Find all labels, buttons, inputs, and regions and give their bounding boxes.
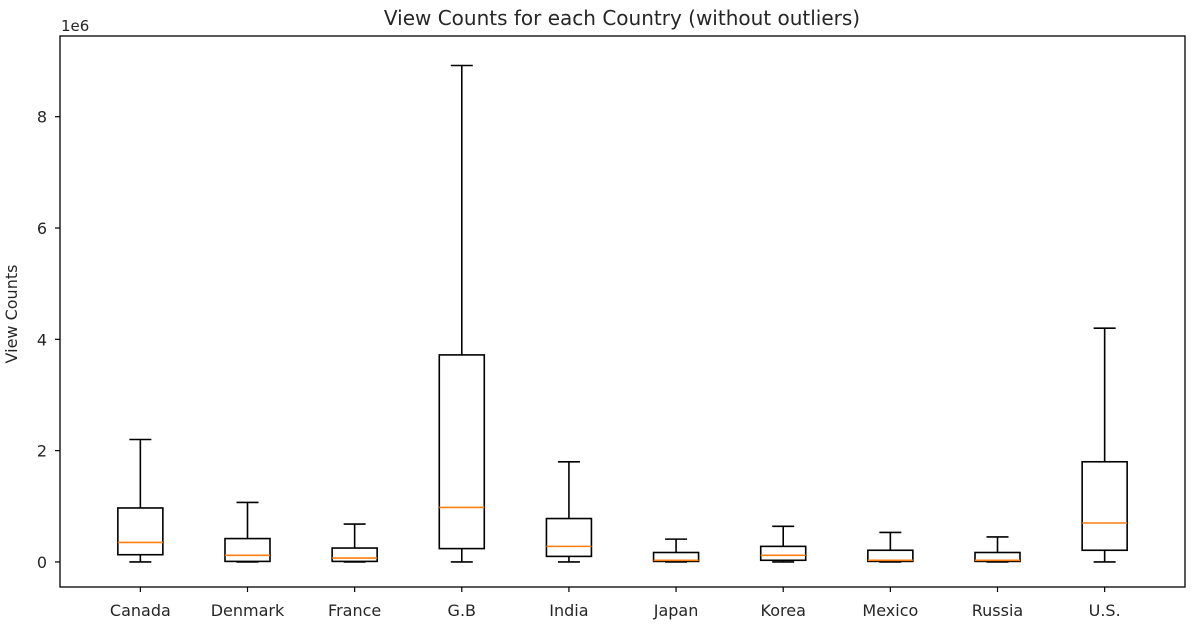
x-tick-label: U.S. (1089, 601, 1121, 620)
x-tick-label: Korea (761, 601, 806, 620)
y-tick-label: 4 (37, 330, 47, 349)
iqr-box (867, 549, 914, 563)
iqr-box (117, 507, 164, 556)
boxplot-series (117, 64, 1128, 563)
chart-title: View Counts for each Country (without ou… (384, 6, 860, 30)
x-tick-label: Mexico (862, 601, 918, 620)
box-g-b (438, 64, 486, 563)
y-tick-label: 6 (37, 219, 47, 238)
x-tick-label: Denmark (211, 601, 285, 620)
iqr-box (652, 551, 700, 563)
y-tick-label: 0 (37, 553, 47, 572)
box-russia (974, 536, 1021, 563)
y-tick-label: 8 (37, 108, 47, 127)
box-japan (652, 538, 700, 563)
x-axis-ticks: Canada Denmark France G.B India Japan Korea Mex… (110, 587, 1121, 620)
box-korea (759, 525, 807, 563)
y-scale-label: 1e6 (61, 17, 89, 35)
box-france (331, 523, 378, 563)
x-tick-label: France (328, 601, 381, 620)
y-tick-label: 2 (37, 442, 47, 461)
x-tick-label: Japan (653, 601, 699, 620)
iqr-box (331, 547, 378, 563)
iqr-box (224, 537, 271, 563)
box-denmark (224, 501, 271, 563)
x-tick-label: Canada (110, 601, 171, 620)
iqr-box (545, 517, 593, 558)
plot-frame (59, 35, 1186, 588)
iqr-box (438, 354, 486, 550)
y-axis-label: View Counts (2, 265, 21, 364)
x-tick-label: India (549, 601, 588, 620)
x-tick-label: G.B (448, 601, 476, 620)
box-u-s (1081, 327, 1128, 563)
iqr-box (974, 551, 1021, 563)
iqr-box (1081, 460, 1128, 552)
box-mexico (867, 531, 914, 563)
iqr-box (759, 545, 807, 562)
box-canada (117, 438, 164, 563)
x-tick-label: Russia (972, 601, 1023, 620)
y-axis-ticks: 0 2 4 6 8 (37, 108, 60, 572)
box-india (545, 460, 593, 563)
